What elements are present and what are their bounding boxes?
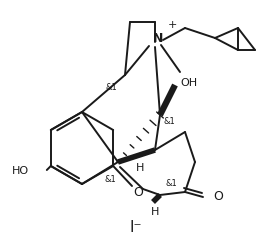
Text: &1: &1 bbox=[104, 175, 116, 184]
Text: N: N bbox=[153, 32, 163, 46]
Text: H: H bbox=[151, 207, 159, 217]
Text: H: H bbox=[136, 163, 144, 173]
Text: &1: &1 bbox=[163, 117, 175, 125]
Text: HO: HO bbox=[12, 166, 29, 176]
Text: O: O bbox=[213, 190, 223, 203]
Text: &1: &1 bbox=[165, 179, 177, 187]
Text: O: O bbox=[133, 185, 143, 199]
Text: I⁻: I⁻ bbox=[130, 220, 142, 235]
Text: +: + bbox=[168, 20, 177, 30]
Text: &1: &1 bbox=[105, 82, 117, 92]
Text: OH: OH bbox=[180, 78, 197, 88]
